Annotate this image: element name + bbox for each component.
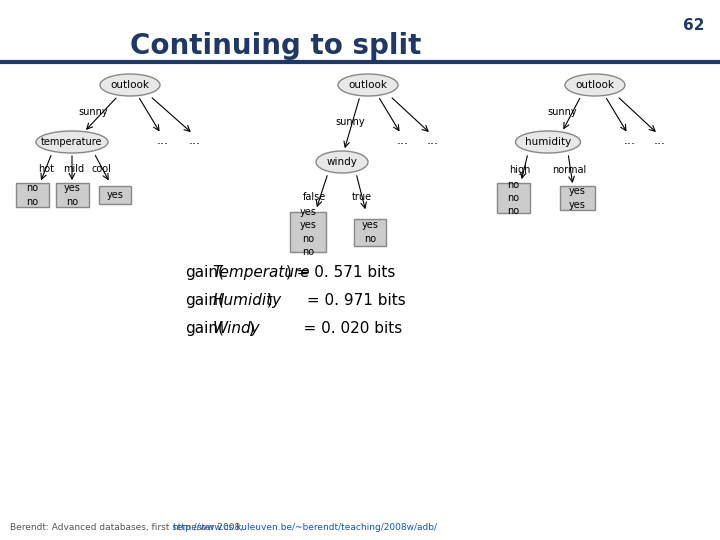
Text: humidity: humidity: [525, 137, 571, 147]
Text: sunny: sunny: [336, 117, 365, 127]
Text: mild: mild: [63, 164, 84, 174]
Text: windy: windy: [327, 157, 357, 167]
Text: no
no
no: no no no: [507, 180, 519, 216]
Text: Humidity: Humidity: [212, 293, 282, 307]
Text: yes
yes: yes yes: [569, 186, 585, 210]
Text: outlook: outlook: [110, 80, 150, 90]
FancyBboxPatch shape: [559, 186, 595, 210]
Text: hot: hot: [38, 164, 54, 174]
Text: true: true: [352, 192, 372, 202]
Text: sunny: sunny: [547, 107, 577, 117]
Text: normal: normal: [552, 165, 586, 175]
FancyBboxPatch shape: [354, 219, 386, 246]
Text: Continuing to split: Continuing to split: [130, 32, 421, 60]
Ellipse shape: [565, 74, 625, 96]
Ellipse shape: [100, 74, 160, 96]
Text: gain(: gain(: [185, 321, 224, 335]
Ellipse shape: [516, 131, 580, 153]
Text: Temperature: Temperature: [212, 265, 310, 280]
Text: ...: ...: [157, 133, 169, 146]
Text: 62: 62: [683, 18, 705, 33]
Text: outlook: outlook: [348, 80, 387, 90]
Text: gain(: gain(: [185, 293, 224, 307]
Text: sunny: sunny: [78, 107, 108, 117]
FancyBboxPatch shape: [99, 186, 131, 204]
FancyBboxPatch shape: [55, 183, 89, 207]
Text: ...: ...: [427, 133, 439, 146]
FancyBboxPatch shape: [497, 183, 529, 213]
FancyBboxPatch shape: [16, 183, 48, 207]
Text: ...: ...: [397, 133, 409, 146]
Text: no
no: no no: [26, 184, 38, 207]
Text: Windy: Windy: [212, 321, 260, 335]
FancyBboxPatch shape: [290, 212, 326, 252]
Text: gain(: gain(: [185, 265, 224, 280]
Text: yes
no: yes no: [63, 184, 81, 207]
Text: temperature: temperature: [41, 137, 103, 147]
Text: false: false: [302, 192, 325, 202]
Text: cool: cool: [91, 164, 111, 174]
Text: ...: ...: [189, 133, 201, 146]
Text: ...: ...: [624, 133, 636, 146]
Text: )          = 0. 020 bits: ) = 0. 020 bits: [243, 321, 402, 335]
Text: high: high: [509, 165, 531, 175]
Ellipse shape: [316, 151, 368, 173]
Text: ) = 0. 571 bits: ) = 0. 571 bits: [281, 265, 395, 280]
Ellipse shape: [36, 131, 108, 153]
Text: outlook: outlook: [575, 80, 614, 90]
Text: yes
yes
no
no: yes yes no no: [300, 207, 316, 257]
Text: http://www.cs.kuleuven.be/~berendt/teaching/2008w/adb/: http://www.cs.kuleuven.be/~berendt/teach…: [173, 523, 438, 532]
Text: )       = 0. 971 bits: ) = 0. 971 bits: [262, 293, 406, 307]
Text: Berendt: Advanced databases, first semester 2008,: Berendt: Advanced databases, first semes…: [10, 523, 246, 532]
Text: ...: ...: [654, 133, 666, 146]
Text: yes: yes: [107, 190, 123, 200]
Ellipse shape: [338, 74, 398, 96]
Text: yes
no: yes no: [361, 220, 379, 244]
